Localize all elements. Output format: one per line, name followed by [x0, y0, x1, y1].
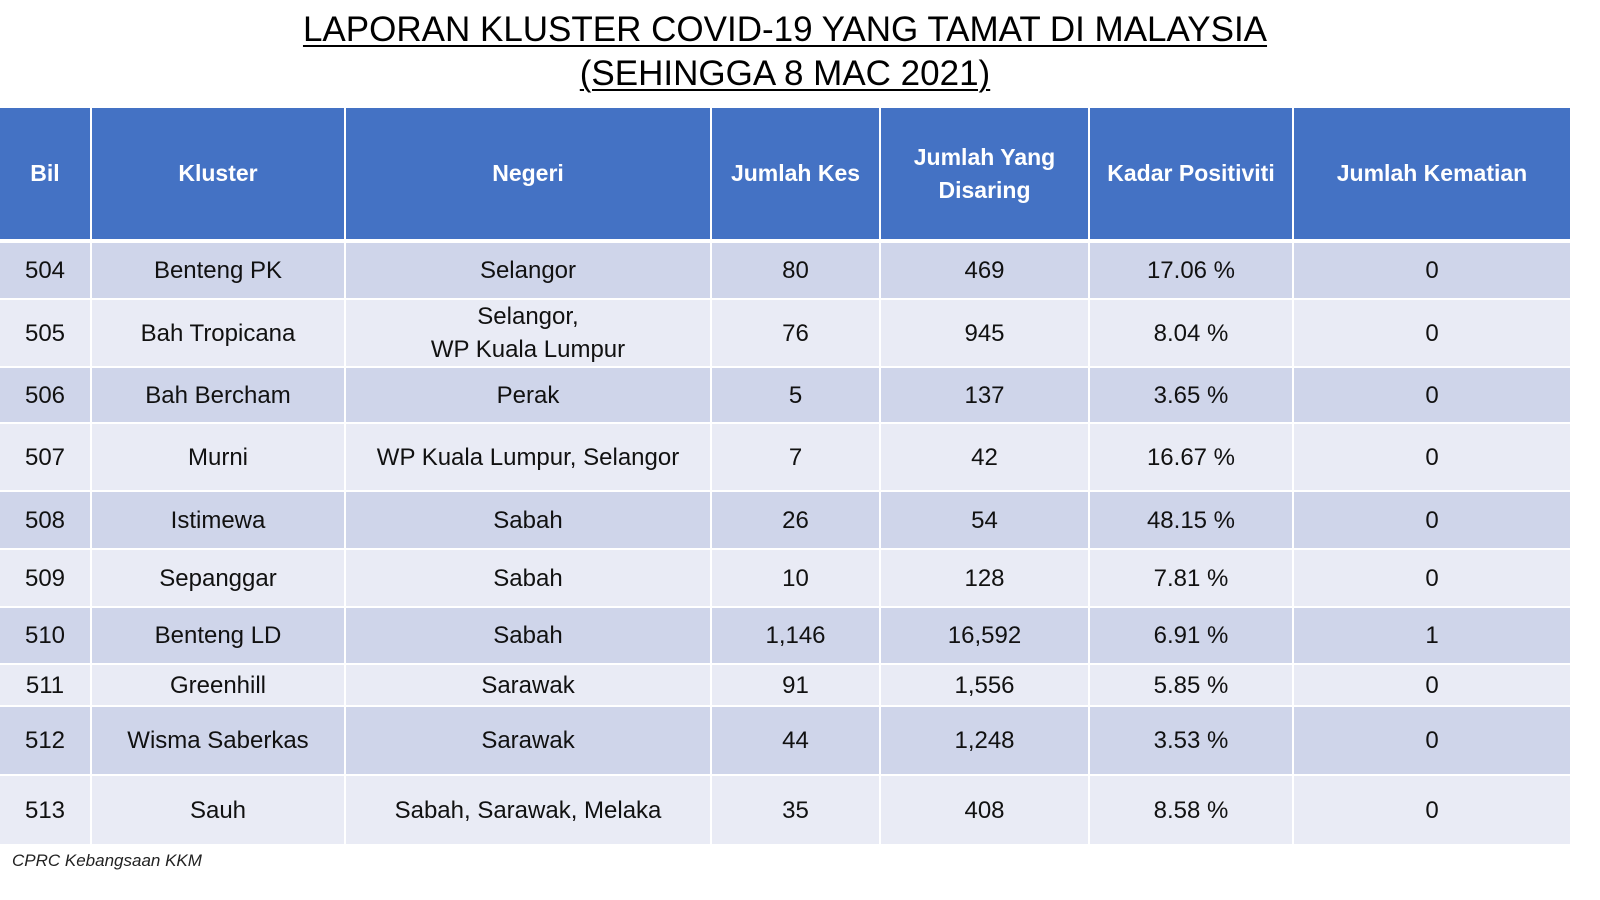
cell-kadar-positiviti: 16.67 % — [1089, 423, 1294, 492]
header-negeri: Negeri — [345, 108, 712, 243]
cell-bil: 505 — [0, 299, 92, 368]
cell-jumlah-disaring: 469 — [880, 241, 1090, 300]
cell-jumlah-disaring: 128 — [880, 549, 1090, 608]
cell-jumlah-kes: 44 — [711, 706, 881, 776]
cell-kadar-positiviti: 3.53 % — [1089, 706, 1294, 776]
cell-kadar-positiviti: 6.91 % — [1089, 607, 1294, 665]
cell-jumlah-kes: 91 — [711, 664, 881, 707]
cell-bil: 510 — [0, 607, 92, 665]
table-row: 508 Istimewa Sabah 26 54 48.15 % 0 — [0, 491, 1570, 550]
cell-bil: 509 — [0, 549, 92, 608]
cell-jumlah-kematian: 0 — [1293, 491, 1570, 550]
cell-kadar-positiviti: 3.65 % — [1089, 367, 1294, 424]
table-row: 510 Benteng LD Sabah 1,146 16,592 6.91 %… — [0, 607, 1570, 665]
cell-negeri: Sabah, Sarawak, Melaka — [345, 775, 712, 846]
title-line-1: LAPORAN KLUSTER COVID-19 YANG TAMAT DI M… — [302, 10, 1268, 49]
table-row: 507 Murni WP Kuala Lumpur, Selangor 7 42… — [0, 423, 1570, 492]
cell-jumlah-kes: 7 — [711, 423, 881, 492]
table-row: 504 Benteng PK Selangor 80 469 17.06 % 0 — [0, 241, 1570, 300]
cell-bil: 504 — [0, 241, 92, 300]
cell-jumlah-disaring: 42 — [880, 423, 1090, 492]
table-row: 509 Sepanggar Sabah 10 128 7.81 % 0 — [0, 549, 1570, 608]
report-title: LAPORAN KLUSTER COVID-19 YANG TAMAT DI M… — [0, 8, 1570, 96]
cell-jumlah-disaring: 1,248 — [880, 706, 1090, 776]
header-jumlah-disaring-line1: Jumlah Yang — [913, 143, 1056, 170]
cell-jumlah-disaring: 16,592 — [880, 607, 1090, 665]
cell-jumlah-disaring: 408 — [880, 775, 1090, 846]
cell-kluster: Benteng PK — [91, 241, 346, 300]
cell-jumlah-kes: 76 — [711, 299, 881, 368]
cell-kadar-positiviti: 17.06 % — [1089, 241, 1294, 300]
cell-jumlah-kematian: 0 — [1293, 423, 1570, 492]
cell-jumlah-kes: 5 — [711, 367, 881, 424]
header-jumlah-kes: Jumlah Kes — [711, 108, 881, 243]
cell-kluster: Bah Bercham — [91, 367, 346, 424]
cell-negeri: Selangor, WP Kuala Lumpur — [345, 299, 712, 368]
cell-bil: 511 — [0, 664, 92, 707]
cell-jumlah-kematian: 0 — [1293, 664, 1570, 707]
cell-jumlah-kematian: 0 — [1293, 775, 1570, 846]
source-footer: CPRC Kebangsaan KKM — [12, 851, 202, 870]
cell-kluster: Wisma Saberkas — [91, 706, 346, 776]
header-jumlah-kematian: Jumlah Kematian — [1293, 108, 1570, 243]
cell-jumlah-kes: 80 — [711, 241, 881, 300]
cell-jumlah-kematian: 0 — [1293, 706, 1570, 776]
cell-negeri-line2: WP Kuala Lumpur — [430, 336, 626, 363]
cell-negeri: Sarawak — [345, 706, 712, 776]
header-bil: Bil — [0, 108, 92, 243]
cell-kluster: Greenhill — [91, 664, 346, 707]
cell-jumlah-kes: 1,146 — [711, 607, 881, 665]
cell-bil: 512 — [0, 706, 92, 776]
cell-jumlah-kes: 35 — [711, 775, 881, 846]
cell-bil: 507 — [0, 423, 92, 492]
title-line-2: (SEHINGGA 8 MAC 2021) — [579, 54, 991, 93]
header-kadar-positiviti: Kadar Positiviti — [1089, 108, 1294, 243]
cell-kadar-positiviti: 8.04 % — [1089, 299, 1294, 368]
cell-jumlah-kematian: 0 — [1293, 299, 1570, 368]
cell-kluster: Murni — [91, 423, 346, 492]
cell-jumlah-disaring: 54 — [880, 491, 1090, 550]
cell-jumlah-kes: 26 — [711, 491, 881, 550]
cell-bil: 508 — [0, 491, 92, 550]
header-jumlah-disaring: Jumlah Yang Disaring — [880, 108, 1090, 243]
cell-negeri: Sabah — [345, 607, 712, 665]
cell-negeri: Sabah — [345, 491, 712, 550]
cell-jumlah-kematian: 0 — [1293, 367, 1570, 424]
cell-negeri-line1: Selangor, — [477, 303, 579, 330]
header-kluster: Kluster — [91, 108, 346, 243]
cell-bil: 506 — [0, 367, 92, 424]
cell-kadar-positiviti: 48.15 % — [1089, 491, 1294, 550]
cell-kluster: Sauh — [91, 775, 346, 846]
header-jumlah-disaring-line2: Disaring — [938, 176, 1031, 203]
cell-bil: 513 — [0, 775, 92, 846]
table-header-row: Bil Kluster Negeri Jumlah Kes Jumlah Yan… — [0, 108, 1570, 243]
cell-jumlah-kes: 10 — [711, 549, 881, 608]
cell-kluster: Benteng LD — [91, 607, 346, 665]
cell-jumlah-kematian: 1 — [1293, 607, 1570, 665]
cell-negeri: Sarawak — [345, 664, 712, 707]
cell-kluster: Bah Tropicana — [91, 299, 346, 368]
cell-negeri: Perak — [345, 367, 712, 424]
cell-kluster: Istimewa — [91, 491, 346, 550]
table-row: 505 Bah Tropicana Selangor, WP Kuala Lum… — [0, 299, 1570, 368]
table-row: 512 Wisma Saberkas Sarawak 44 1,248 3.53… — [0, 706, 1570, 776]
table-row: 513 Sauh Sabah, Sarawak, Melaka 35 408 8… — [0, 775, 1570, 846]
cell-jumlah-kematian: 0 — [1293, 549, 1570, 608]
cell-negeri: WP Kuala Lumpur, Selangor — [345, 423, 712, 492]
cell-negeri: Sabah — [345, 549, 712, 608]
cell-kadar-positiviti: 5.85 % — [1089, 664, 1294, 707]
cell-jumlah-disaring: 945 — [880, 299, 1090, 368]
cell-negeri: Selangor — [345, 241, 712, 300]
cell-jumlah-disaring: 137 — [880, 367, 1090, 424]
cell-jumlah-kematian: 0 — [1293, 241, 1570, 300]
cell-kadar-positiviti: 7.81 % — [1089, 549, 1294, 608]
cell-kadar-positiviti: 8.58 % — [1089, 775, 1294, 846]
cell-kluster: Sepanggar — [91, 549, 346, 608]
table-row: 506 Bah Bercham Perak 5 137 3.65 % 0 — [0, 367, 1570, 424]
cluster-table: Bil Kluster Negeri Jumlah Kes Jumlah Yan… — [0, 108, 1570, 846]
cell-jumlah-disaring: 1,556 — [880, 664, 1090, 707]
table-row: 511 Greenhill Sarawak 91 1,556 5.85 % 0 — [0, 664, 1570, 707]
